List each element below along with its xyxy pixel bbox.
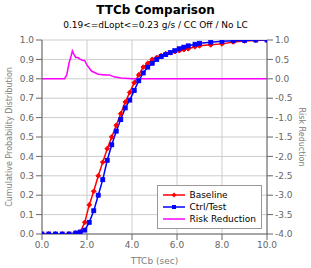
html-text:Risk Reduction: Risk Reduction <box>189 214 256 224</box>
svg-text:0.5: 0.5 <box>275 55 289 65</box>
svg-text:0.1: 0.1 <box>20 210 34 220</box>
svg-text:4.0: 4.0 <box>125 240 140 250</box>
svg-text:8.0: 8.0 <box>215 240 230 250</box>
svg-text:-2.0: -2.0 <box>275 152 293 162</box>
html-text:Ctrl/Test: Ctrl/Test <box>189 202 227 212</box>
svg-text:1.0: 1.0 <box>20 35 35 45</box>
svg-text:0.9: 0.9 <box>20 55 35 65</box>
svg-text:0.3: 0.3 <box>20 171 34 181</box>
svg-text:6.0: 6.0 <box>170 240 185 250</box>
svg-text:-3.5: -3.5 <box>275 210 293 220</box>
svg-text:10.0: 10.0 <box>257 240 277 250</box>
svg-text:0.5: 0.5 <box>20 132 34 142</box>
svg-text:TTCb (sec): TTCb (sec) <box>130 256 178 266</box>
svg-text:0.4: 0.4 <box>20 152 35 162</box>
svg-text:Cumulative Probability Distrib: Cumulative Probability Distribution <box>8 67 14 207</box>
svg-text:-1.0: -1.0 <box>275 113 293 123</box>
html-text:0.19<=dLopt<=0.23 g/s / CC Off: 0.19<=dLopt<=0.23 g/s / CC Off / No LC <box>63 20 248 30</box>
svg-text:-1.5: -1.5 <box>275 132 293 142</box>
svg-text:1.0: 1.0 <box>275 35 290 45</box>
svg-text:0.8: 0.8 <box>20 74 35 84</box>
svg-text:0.6: 0.6 <box>20 113 35 123</box>
html-text:TTCb Comparison: TTCb Comparison <box>96 3 215 17</box>
svg-text:-4.0: -4.0 <box>275 229 293 239</box>
svg-text:0.0: 0.0 <box>275 74 290 84</box>
svg-text:0.0: 0.0 <box>20 229 35 239</box>
svg-text:0.2: 0.2 <box>20 190 34 200</box>
html-text:Baseline: Baseline <box>189 190 228 200</box>
svg-text:0.7: 0.7 <box>20 93 34 103</box>
svg-text:2.0: 2.0 <box>80 240 95 250</box>
svg-text:0.0: 0.0 <box>35 240 50 250</box>
svg-text:-2.5: -2.5 <box>275 171 293 181</box>
svg-text:-0.5: -0.5 <box>275 93 293 103</box>
svg-text:Risk Reduction: Risk Reduction <box>297 107 303 166</box>
svg-text:-3.0: -3.0 <box>275 190 293 200</box>
